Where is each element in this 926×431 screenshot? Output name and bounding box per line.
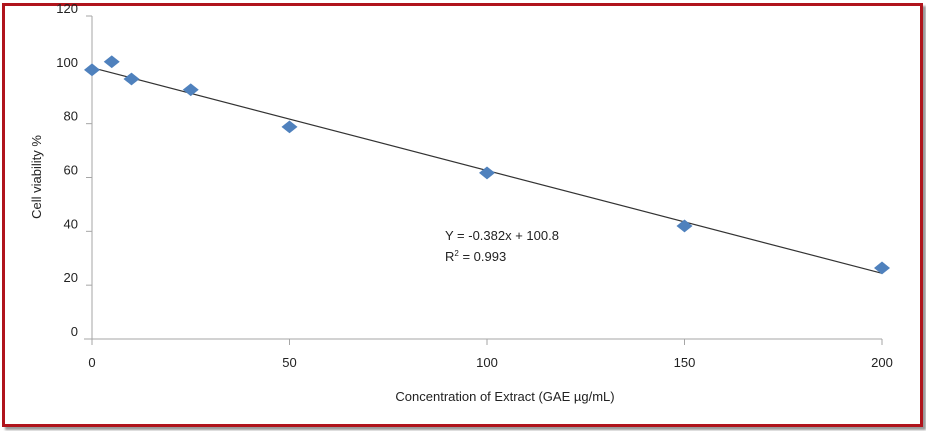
y-tick-label: 120: [56, 1, 78, 16]
y-tick-label: 20: [64, 270, 78, 285]
data-point: [182, 83, 199, 97]
y-tick-label: 40: [64, 216, 78, 231]
y-tick-label: 0: [71, 324, 78, 339]
equation-label: Y = -0.382x + 100.8: [445, 228, 559, 243]
x-tick-label: 100: [476, 355, 498, 370]
x-tick-label: 0: [88, 355, 95, 370]
x-tick-label: 50: [282, 355, 296, 370]
y-tick-label: 60: [64, 163, 78, 178]
y-axis-title: Cell viability %: [29, 135, 44, 219]
data-point: [676, 219, 693, 233]
data-point: [84, 63, 100, 77]
x-tick-label: 150: [674, 355, 696, 370]
data-point: [874, 261, 890, 275]
y-tick-label: 80: [64, 109, 78, 124]
r-squared-label: R2 = 0.993: [445, 249, 506, 264]
chart-frame: [2, 3, 923, 427]
data-point: [103, 55, 120, 69]
y-tick-label: 100: [56, 55, 78, 70]
data-point: [479, 166, 495, 180]
data-point: [123, 72, 140, 86]
x-tick-label: 200: [871, 355, 893, 370]
x-axis-title: Concentration of Extract (GAE µg/mL): [395, 389, 614, 404]
data-point: [281, 120, 298, 134]
